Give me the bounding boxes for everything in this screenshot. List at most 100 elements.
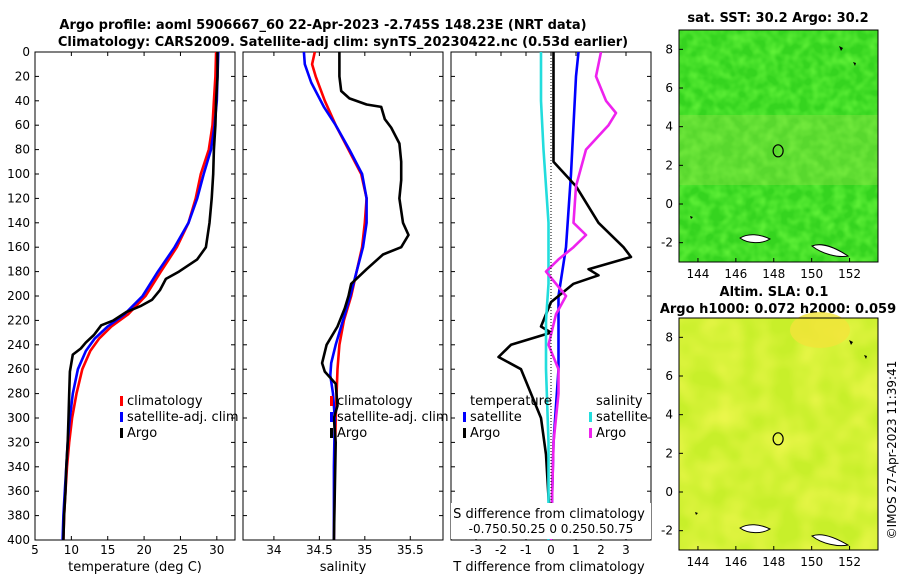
salinity-axes xyxy=(242,51,444,541)
sla-map xyxy=(678,312,879,551)
legend-swatch-s-argo xyxy=(589,428,592,438)
legend-swatch-argo xyxy=(330,428,333,438)
tick-layer: 5 10 15 20 25 3002040608010012014016018020022… xyxy=(7,45,651,557)
map-y-tick-label: 0 xyxy=(665,485,673,499)
y-tick-label: 300 xyxy=(7,411,30,425)
series-line-climatology xyxy=(310,52,368,540)
argo-location-marker xyxy=(772,432,784,446)
argo-location-marker xyxy=(772,144,784,158)
y-tick-label: 320 xyxy=(7,435,30,449)
map-x-tick-label: 146 xyxy=(724,555,747,569)
sla-map-title-1: Altim. SLA: 0.1 xyxy=(720,285,829,300)
x-tick-label: 1 xyxy=(572,543,580,557)
s-difference-label: S difference from climatology xyxy=(453,507,645,522)
map-x-tick-label: 144 xyxy=(686,267,709,281)
legend-label-s-satellite: satellite xyxy=(596,410,648,425)
s-difference-ticks: -0.750.50.25 0 0.250.50.75 xyxy=(469,522,634,536)
x-tick-label: -2 xyxy=(495,543,507,557)
y-tick-label: 40 xyxy=(15,94,30,108)
series-line-s-argo xyxy=(544,52,618,540)
map-y-tick-label: 4 xyxy=(665,120,673,134)
x-tick-label: 3 xyxy=(622,543,630,557)
y-tick-label: 180 xyxy=(7,265,30,279)
legend-swatch-s-satellite xyxy=(589,412,592,422)
sst-map-frame xyxy=(678,29,879,263)
salinity-legend: climatology satellite-adj. clim Argo xyxy=(330,394,449,441)
x-tick-label: 35 xyxy=(357,543,372,557)
legend-swatch-climatology xyxy=(120,396,123,406)
title-line-1: Argo profile: aoml 5906667_60 22-Apr-202… xyxy=(59,18,586,33)
legend-label-s-argo: Argo xyxy=(596,426,626,441)
x-tick-label: -3 xyxy=(470,543,482,557)
x-tick-label: 10 xyxy=(64,543,79,557)
legend-swatch-satellite xyxy=(330,412,333,422)
legend-label-climatology: climatology xyxy=(337,394,413,409)
sst-map-title: sat. SST: 30.2 Argo: 30.2 xyxy=(687,11,868,26)
y-tick-label: 20 xyxy=(15,69,30,83)
x-tick-label: 34 xyxy=(266,543,281,557)
difference-xlabel: T difference from climatology xyxy=(452,560,645,575)
sla-map-frame xyxy=(678,317,879,551)
side-caption: ©IMOS 27-Apr-2023 11:39:41 xyxy=(885,361,899,540)
temperature-series-group xyxy=(61,52,220,540)
map-y-tick-label: -2 xyxy=(661,524,673,538)
legend-label-t-argo: Argo xyxy=(470,426,500,441)
legend-label-satellite: satellite-adj. clim xyxy=(337,410,449,425)
y-tick-label: 240 xyxy=(7,338,30,352)
map-x-tick-label: 152 xyxy=(838,267,861,281)
legend-label-argo: Argo xyxy=(337,426,367,441)
map-y-tick-label: 4 xyxy=(665,408,673,422)
legend-label-argo: Argo xyxy=(127,426,157,441)
x-tick-label: 35.5 xyxy=(397,543,424,557)
map-x-tick-label: 144 xyxy=(686,555,709,569)
series-line-satellite-adj-clim xyxy=(302,52,368,540)
temperature-xlabel: temperature (deg C) xyxy=(68,560,202,575)
map-y-tick-label: 6 xyxy=(665,369,673,383)
series-line-t-argo xyxy=(497,52,633,540)
sla-high-patch xyxy=(790,312,850,348)
salinity-series-group xyxy=(302,52,410,540)
map-x-tick-label: 150 xyxy=(800,555,823,569)
map-y-tick-label: 8 xyxy=(665,42,673,56)
map-x-tick-label: 146 xyxy=(724,267,747,281)
x-tick-label: 2 xyxy=(597,543,605,557)
map-y-tick-label: 2 xyxy=(665,446,673,460)
temperature-legend: climatology satellite-adj. clim Argo xyxy=(120,394,239,441)
legend-label-t-satellite: satellite xyxy=(470,410,522,425)
map-y-tick-label: 6 xyxy=(665,81,673,95)
sla-map-title-2: Argo h1000: 0.072 h2000: 0.059 xyxy=(660,302,896,317)
series-line-argo xyxy=(320,52,410,540)
map-x-tick-label: 150 xyxy=(800,267,823,281)
y-tick-label: 380 xyxy=(7,509,30,523)
map-x-tick-label: 152 xyxy=(838,555,861,569)
sst-map-texture xyxy=(679,30,878,262)
series-line-argo xyxy=(62,52,219,540)
legend-swatch-climatology xyxy=(330,396,333,406)
series-layer xyxy=(61,52,633,540)
map-x-tick-label: 148 xyxy=(762,555,785,569)
map-y-tick-label: 2 xyxy=(665,158,673,172)
x-tick-label: 5 xyxy=(31,543,39,557)
map-y-tick-label: 8 xyxy=(665,330,673,344)
x-tick-label: 0 xyxy=(547,543,555,557)
y-tick-label: 360 xyxy=(7,484,30,498)
legend-label-climatology: climatology xyxy=(127,394,203,409)
difference-legend: temperature satellite Argo salinity sate… xyxy=(463,394,648,441)
legend-swatch-t-argo xyxy=(463,428,466,438)
y-tick-label: 60 xyxy=(15,118,30,132)
y-tick-label: 100 xyxy=(7,167,30,181)
y-tick-label: 0 xyxy=(22,45,30,59)
legend-title-temperature: temperature xyxy=(470,394,552,409)
y-tick-label: 260 xyxy=(7,362,30,376)
y-tick-label: 280 xyxy=(7,387,30,401)
legend-title-salinity: salinity xyxy=(596,394,643,409)
coastline-shape xyxy=(811,534,850,547)
x-tick-label: 20 xyxy=(136,543,151,557)
y-tick-label: 220 xyxy=(7,313,30,327)
y-tick-label: 80 xyxy=(15,143,30,157)
y-tick-label: 160 xyxy=(7,240,30,254)
s-axis-backdrop xyxy=(451,503,651,539)
series-line-climatology xyxy=(62,52,218,540)
x-tick-label: 15 xyxy=(100,543,115,557)
